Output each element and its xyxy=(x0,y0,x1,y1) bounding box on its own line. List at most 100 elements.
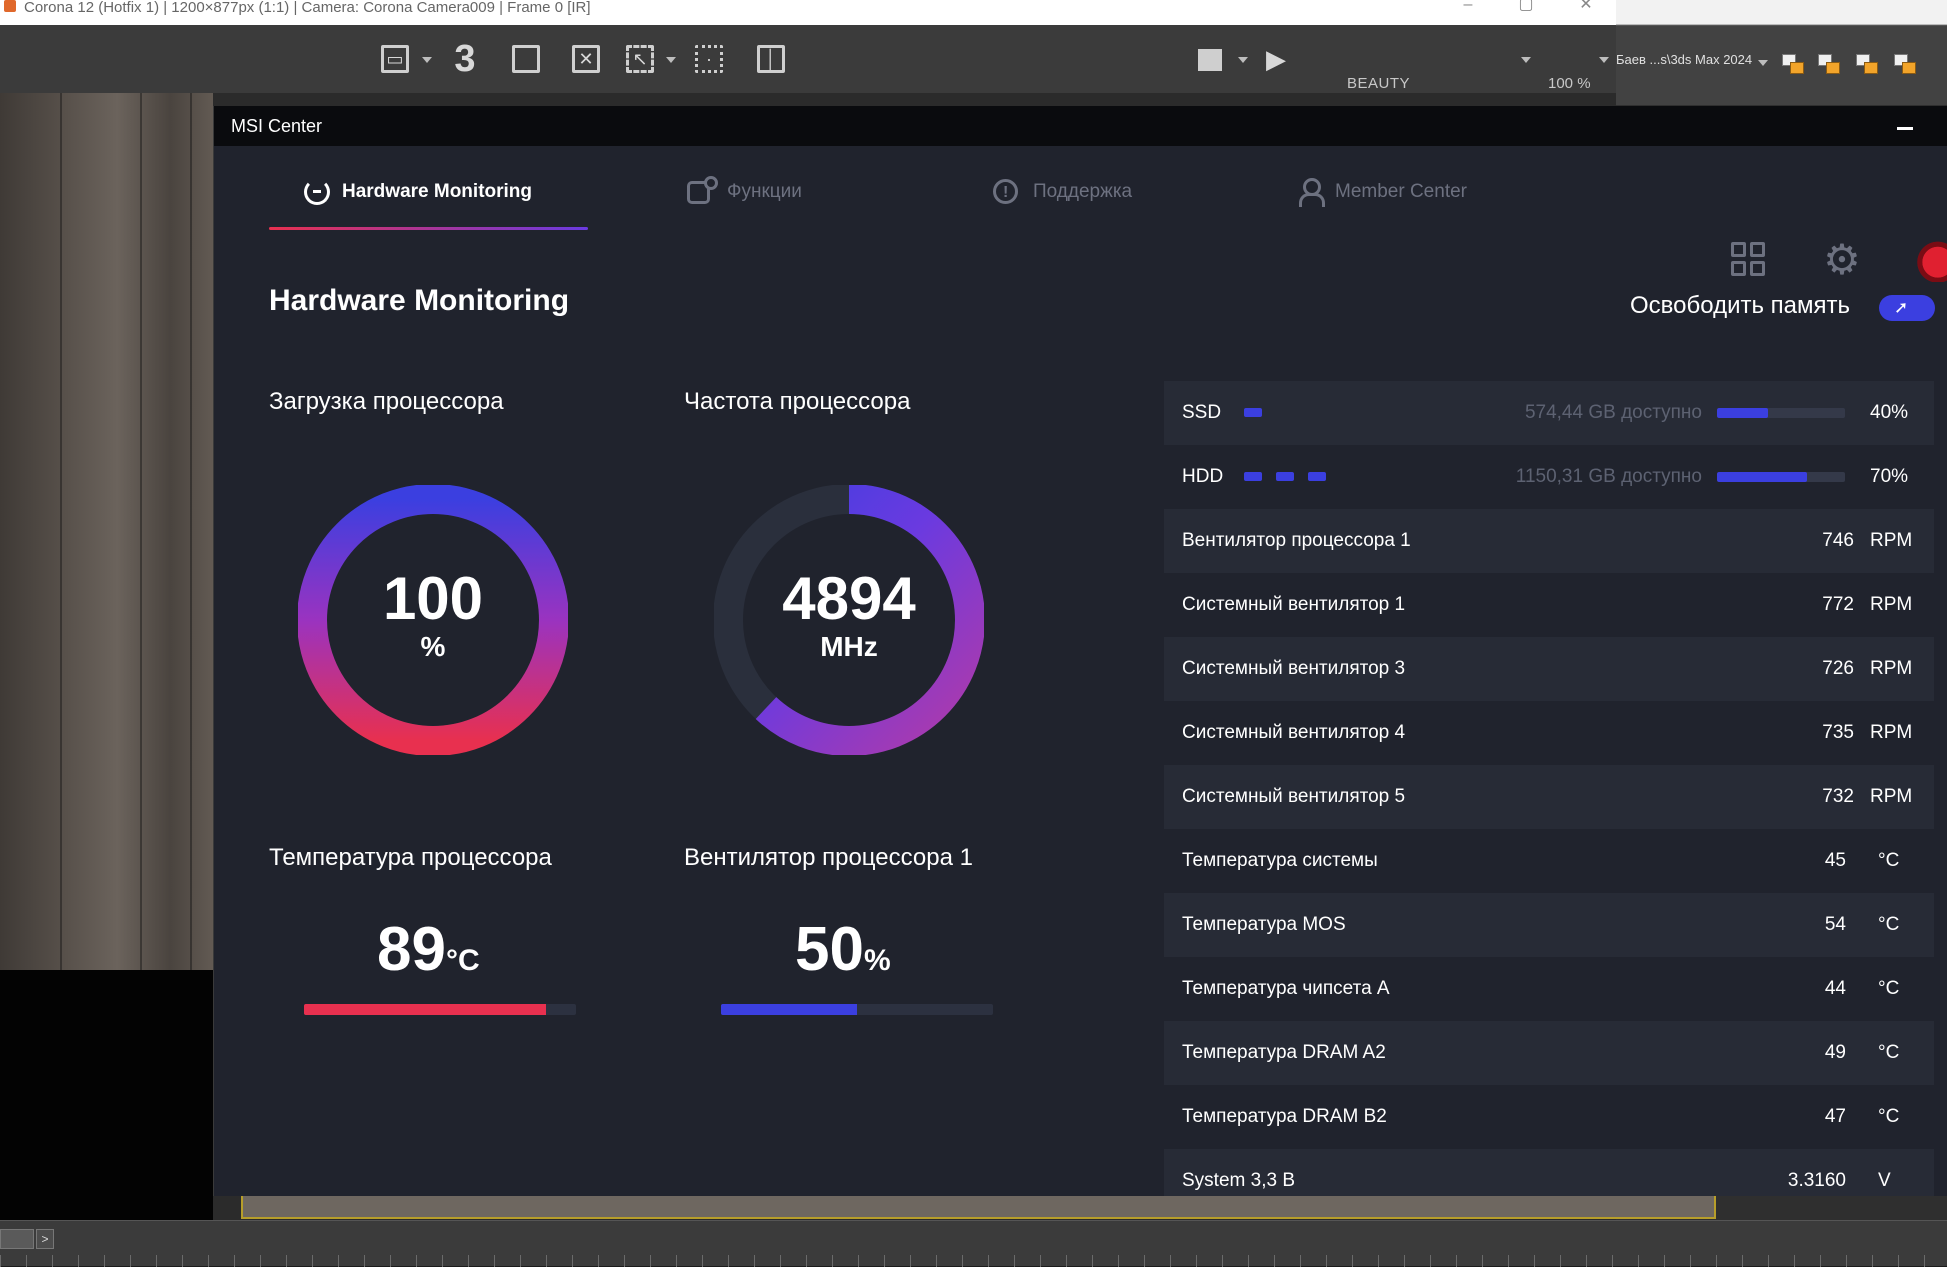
cpu-fan-value: 50 xyxy=(795,915,864,984)
zoom-level[interactable]: 100 % xyxy=(1548,75,1591,92)
disk-percent: 70% xyxy=(1870,466,1909,487)
sensor-row: Системный вентилятор 4 735 RPM xyxy=(1164,701,1934,765)
sensor-label: System 3,3 B xyxy=(1182,1170,1295,1191)
render-element-dropdown-icon[interactable] xyxy=(1521,57,1531,63)
cpu-fan-bar-fill xyxy=(721,1004,857,1015)
render-element-select[interactable]: BEAUTY xyxy=(1347,75,1411,92)
toolbar-number[interactable]: 3 xyxy=(454,38,476,80)
disk-usage-bar xyxy=(1717,408,1845,418)
sensor-unit: °C xyxy=(1878,850,1900,871)
sensor-label: Температура MOS xyxy=(1182,914,1346,935)
free-memory-label: Освободить память xyxy=(1630,292,1850,319)
active-tab-indicator xyxy=(269,227,588,230)
cpu-freq-gauge: 4894 MHz xyxy=(713,484,985,756)
layer-add-icon[interactable] xyxy=(1816,52,1842,76)
cpu-temp-reading: 89°C xyxy=(377,919,480,981)
vfb-minimize-icon[interactable]: – xyxy=(1463,0,1473,13)
tab-label: Hardware Monitoring xyxy=(342,181,533,202)
layer-icon[interactable] xyxy=(1780,52,1806,76)
cpu-load-arc xyxy=(297,484,569,756)
sensor-unit: RPM xyxy=(1870,722,1913,743)
cpu-load-ring xyxy=(297,484,569,756)
tab-label: Member Center xyxy=(1335,181,1467,202)
time-slider-bar: > xyxy=(0,1220,1947,1267)
sensor-unit: RPM xyxy=(1870,530,1913,551)
copy-icon[interactable] xyxy=(512,45,540,73)
disk-row-hdd: HDD 1150,31 GB доступно 70% xyxy=(1164,445,1934,509)
sensor-value: 772 xyxy=(1822,594,1854,615)
cpu-freq-unit: MHz xyxy=(820,631,878,662)
sensor-value: 44 xyxy=(1824,978,1846,999)
render-icon[interactable]: ▶ xyxy=(1266,44,1286,74)
render-preview-dark xyxy=(0,970,213,1220)
project-path[interactable]: Баев ...s\3ds Max 2024 xyxy=(1616,52,1753,67)
sensor-value: 732 xyxy=(1822,786,1854,807)
sensor-value: 54 xyxy=(1824,914,1846,935)
layer-move-icon[interactable] xyxy=(1892,52,1918,76)
vfb-titlebar: Corona 12 (Hotfix 1) | 1200×877px (1:1) … xyxy=(0,0,1616,25)
disk-name: SSD xyxy=(1182,402,1222,423)
sensor-label: Вентилятор процессора 1 xyxy=(1182,530,1411,551)
save-dropdown-icon[interactable] xyxy=(422,57,432,63)
sensor-row: Температура DRAM A2 49 °C xyxy=(1164,1021,1934,1085)
render-preview xyxy=(0,93,213,970)
sensor-row: Системный вентилятор 5 732 RPM xyxy=(1164,765,1934,829)
functions-icon xyxy=(687,176,718,204)
render-region-bottom xyxy=(241,1195,1716,1219)
disk-available: 1150,31 GB доступно xyxy=(1515,466,1702,487)
sensor-value: 45 xyxy=(1824,850,1846,871)
time-slider-handle[interactable] xyxy=(0,1229,34,1249)
zoom-dropdown-icon[interactable] xyxy=(1599,57,1609,63)
sensor-row: Температура чипсета A 44 °C xyxy=(1164,957,1934,1021)
sensor-row: Температура системы 45 °C xyxy=(1164,829,1934,893)
member-icon xyxy=(1297,178,1325,207)
settings-gear-icon[interactable]: ⚙ xyxy=(1823,236,1861,283)
focus-icon[interactable]: · xyxy=(695,45,723,73)
sensor-unit: °C xyxy=(1878,1106,1900,1127)
stop-icon[interactable] xyxy=(1198,49,1222,71)
cpu-fan-reading: 50% xyxy=(795,919,891,981)
max-main-toolbar: Баев ...s\3ds Max 2024 xyxy=(1616,25,1947,105)
sensor-label: Системный вентилятор 1 xyxy=(1182,594,1406,615)
apps-grid-icon[interactable] xyxy=(1731,242,1767,278)
user-avatar[interactable] xyxy=(1914,238,1947,282)
compare-icon[interactable]: │ xyxy=(757,45,785,73)
layer-select-icon[interactable] xyxy=(1854,52,1880,76)
project-path-dropdown-icon[interactable] xyxy=(1758,60,1768,66)
cpu-freq-title: Частота процессора xyxy=(684,388,911,415)
support-icon xyxy=(993,173,1018,213)
stop-dropdown-icon[interactable] xyxy=(1238,57,1248,63)
sensor-unit: °C xyxy=(1878,978,1900,999)
page-title: Hardware Monitoring xyxy=(269,284,570,317)
vfb-maximize-icon[interactable]: ▢ xyxy=(1518,0,1534,13)
vfb-close-icon[interactable]: ✕ xyxy=(1579,0,1593,13)
disk-name: HDD xyxy=(1182,466,1224,487)
disk-usage-bar-fill xyxy=(1717,408,1769,418)
minimize-icon[interactable] xyxy=(1884,106,1924,146)
sensor-value: 47 xyxy=(1824,1106,1846,1127)
cpu-temp-value: 89 xyxy=(377,915,446,984)
main-nav: Hardware Monitoring Функции Поддержка Me… xyxy=(214,146,1947,238)
cpu-temp-bar xyxy=(304,1004,576,1015)
sensor-unit: RPM xyxy=(1870,594,1913,615)
cpu-fan-bar xyxy=(721,1004,993,1015)
cpu-fan-title: Вентилятор процессора 1 xyxy=(684,844,973,871)
sensor-row: Температура DRAM B2 47 °C xyxy=(1164,1085,1934,1149)
free-memory-button[interactable] xyxy=(1879,295,1935,321)
region-icon[interactable]: ↖ xyxy=(626,45,654,73)
sensor-label: Температура DRAM A2 xyxy=(1182,1042,1386,1063)
sensor-value: 49 xyxy=(1824,1042,1846,1063)
sensor-unit: °C xyxy=(1878,914,1900,935)
disk-chip-icon xyxy=(1276,472,1294,481)
cpu-temp-title: Температура процессора xyxy=(269,844,552,871)
tab-label: Поддержка xyxy=(1033,181,1133,202)
sensor-label: Температура системы xyxy=(1182,850,1378,871)
clear-icon[interactable]: ✕ xyxy=(572,45,600,73)
sensor-unit: RPM xyxy=(1870,658,1913,679)
save-icon[interactable]: ▭ xyxy=(381,45,409,73)
cpu-freq-ring xyxy=(713,484,985,756)
next-frame-button[interactable]: > xyxy=(36,1229,54,1249)
region-dropdown-icon[interactable] xyxy=(666,57,676,63)
disk-chip-icon xyxy=(1244,472,1262,481)
sensor-label: Системный вентилятор 4 xyxy=(1182,722,1406,743)
